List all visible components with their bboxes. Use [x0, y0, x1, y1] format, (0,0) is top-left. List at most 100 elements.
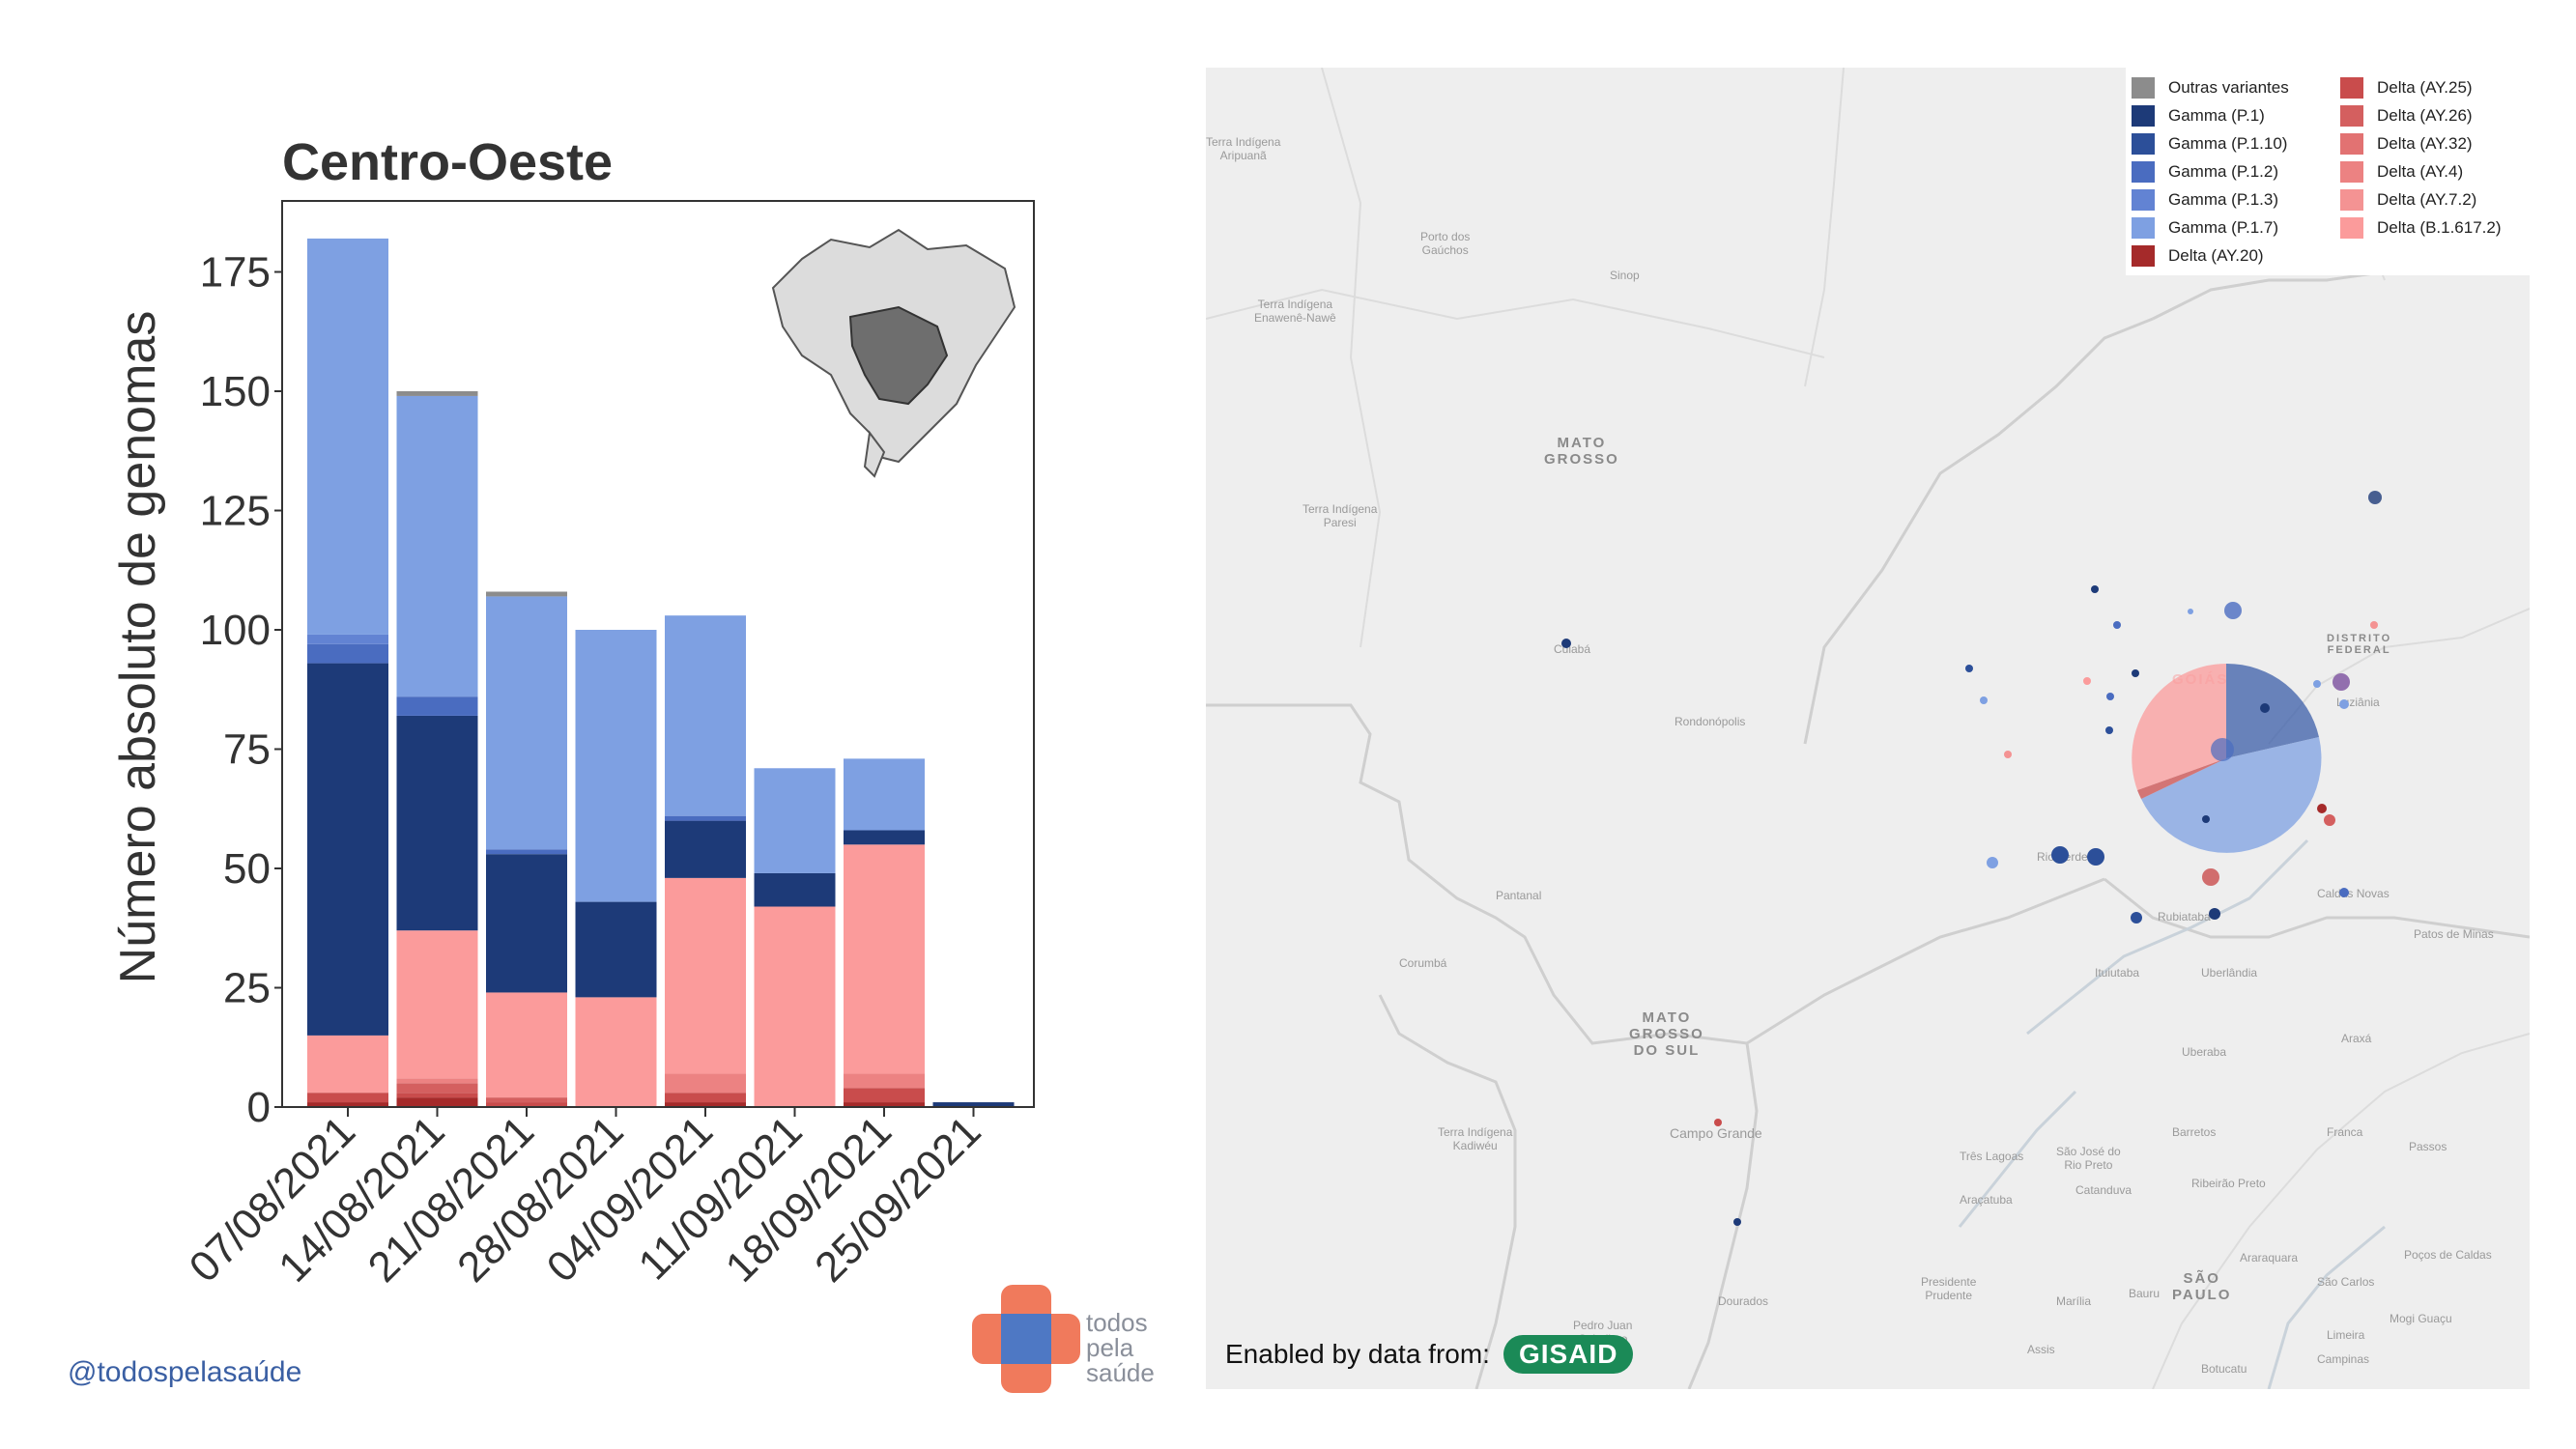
map-marker[interactable]: [2211, 738, 2234, 761]
bar-segment: [754, 768, 836, 873]
bar-segment: [307, 643, 388, 664]
map-marker[interactable]: [1987, 857, 1998, 868]
map-marker[interactable]: [1733, 1218, 1741, 1226]
map-marker[interactable]: [2202, 868, 2219, 886]
legend-item: Delta (AY.20): [2132, 242, 2289, 270]
label-uberaba: Uberaba: [2182, 1045, 2227, 1059]
cross-logo-icon: [972, 1285, 1080, 1393]
bar-segment: [665, 615, 746, 816]
legend-swatch: [2132, 104, 2155, 127]
y-tick-label: 100: [200, 607, 271, 654]
bar-segment: [396, 391, 478, 396]
label-pantanal: Pantanal: [1496, 889, 1542, 902]
map-marker[interactable]: [2202, 815, 2210, 823]
map-marker[interactable]: [2224, 602, 2242, 619]
map-marker[interactable]: [2339, 699, 2349, 709]
map-marker[interactable]: [2091, 585, 2099, 593]
bar-segment: [665, 1093, 746, 1103]
map-marker[interactable]: [1714, 1119, 1722, 1126]
legend-column-2: Delta (AY.25) Delta (AY.26) Delta (AY.32…: [2340, 73, 2502, 242]
legend-label: Delta (AY.32): [2377, 133, 2473, 153]
legend-item: Gamma (P.1.7): [2132, 213, 2289, 242]
label-rubiataba: Rubiataba: [2158, 910, 2211, 923]
bar-segment: [844, 830, 925, 845]
label-mato-grosso-do-sul: MATO GROSSO DO SUL: [1629, 1009, 1704, 1059]
bar-segment: [575, 997, 657, 1107]
y-tick-label: 25: [223, 965, 271, 1012]
bar-segment: [486, 591, 567, 597]
legend-item: Delta (B.1.617.2): [2340, 213, 2502, 242]
label-porto-dos-gauchos: Porto dos Gaúchos: [1420, 230, 1471, 257]
map-marker[interactable]: [2209, 908, 2220, 920]
label-dourados: Dourados: [1718, 1294, 1769, 1308]
bar-segment: [665, 1102, 746, 1107]
legend-swatch: [2132, 160, 2155, 183]
legend-swatch: [2132, 132, 2155, 155]
map-marker[interactable]: [2131, 912, 2142, 923]
bar-segment: [486, 849, 567, 855]
bar-segment: [665, 1073, 746, 1094]
map-marker[interactable]: [1965, 665, 1973, 672]
legend-label: Gamma (P.1): [2168, 105, 2265, 125]
map-marker[interactable]: [2188, 609, 2193, 614]
bar-segment: [844, 758, 925, 831]
bar-segment: [665, 820, 746, 878]
map-marker[interactable]: [2370, 621, 2378, 629]
label-ti-paresi: Terra Indígena Paresi: [1302, 502, 1378, 529]
map-marker[interactable]: [2317, 804, 2327, 813]
map-marker[interactable]: [2333, 673, 2350, 691]
legend-item: Delta (AY.25): [2340, 73, 2502, 101]
map-marker[interactable]: [1561, 639, 1571, 648]
bar-segment: [307, 1102, 388, 1107]
legend-label: Gamma (P.1.10): [2168, 133, 2288, 153]
legend-label: Gamma (P.1.7): [2168, 217, 2279, 237]
y-tick-label: 175: [200, 249, 271, 297]
legend-label: Delta (AY.25): [2377, 77, 2473, 97]
map-markers: [1561, 491, 2382, 1226]
map-marker[interactable]: [2339, 888, 2349, 897]
legend-item: Gamma (P.1.10): [2132, 129, 2289, 157]
label-passos: Passos: [2409, 1140, 2447, 1153]
label-ti-enawene: Terra Indígena Enawenê-Nawê: [1254, 298, 1336, 325]
big-pie-chart[interactable]: [2132, 663, 2322, 853]
map-marker[interactable]: [1980, 696, 1988, 704]
map-marker[interactable]: [2004, 751, 2012, 758]
bar-segment: [307, 1093, 388, 1103]
map-legend: Outras variantes Gamma (P.1) Gamma (P.1.…: [2126, 68, 2530, 275]
gisaid-logo[interactable]: GISAID: [1503, 1335, 1634, 1374]
bar-segment: [575, 901, 657, 998]
label-botucatu: Botucatu: [2201, 1362, 2247, 1376]
social-handle[interactable]: @todospelasaúde: [68, 1356, 302, 1388]
label-aracatuba: Araçatuba: [1960, 1193, 2013, 1207]
map-marker[interactable]: [2083, 677, 2091, 685]
legend-item: Delta (AY.7.2): [2340, 185, 2502, 213]
map-marker[interactable]: [2313, 680, 2321, 688]
map-marker[interactable]: [2260, 703, 2270, 713]
legend-item: Outras variantes: [2132, 73, 2289, 101]
map-marker[interactable]: [2051, 846, 2069, 864]
bar-segment: [665, 815, 746, 821]
brand-logo[interactable]: todos pela saúde: [972, 1285, 1155, 1393]
map-marker[interactable]: [2324, 814, 2335, 826]
legend-label: Delta (AY.4): [2377, 161, 2464, 181]
map-marker[interactable]: [2368, 491, 2382, 504]
bar-segment: [396, 1097, 478, 1107]
map-marker[interactable]: [2113, 621, 2121, 629]
map-marker[interactable]: [2106, 693, 2114, 700]
map-panel[interactable]: MATO GROSSO MATO GROSSO DO SUL GOIÁS DIS…: [1206, 68, 2530, 1389]
label-sinop: Sinop: [1610, 269, 1640, 282]
label-barretos: Barretos: [2172, 1125, 2217, 1139]
legend-swatch: [2340, 76, 2363, 99]
label-sao-paulo: SÃO PAULO: [2172, 1270, 2232, 1303]
y-tick-label: 125: [200, 488, 271, 535]
legend-swatch: [2340, 104, 2363, 127]
label-rondonopolis: Rondonópolis: [1674, 715, 1746, 728]
map-marker[interactable]: [2087, 848, 2104, 866]
legend-label: Gamma (P.1.3): [2168, 189, 2279, 209]
map-marker[interactable]: [2105, 726, 2113, 734]
label-franca: Franca: [2327, 1125, 2363, 1139]
label-sao-jose-do-rio-preto: São José do Rio Preto: [2056, 1145, 2121, 1172]
bar-segment: [754, 872, 836, 907]
map-marker[interactable]: [2132, 669, 2139, 677]
label-tres-lagoas: Três Lagoas: [1960, 1150, 2024, 1163]
